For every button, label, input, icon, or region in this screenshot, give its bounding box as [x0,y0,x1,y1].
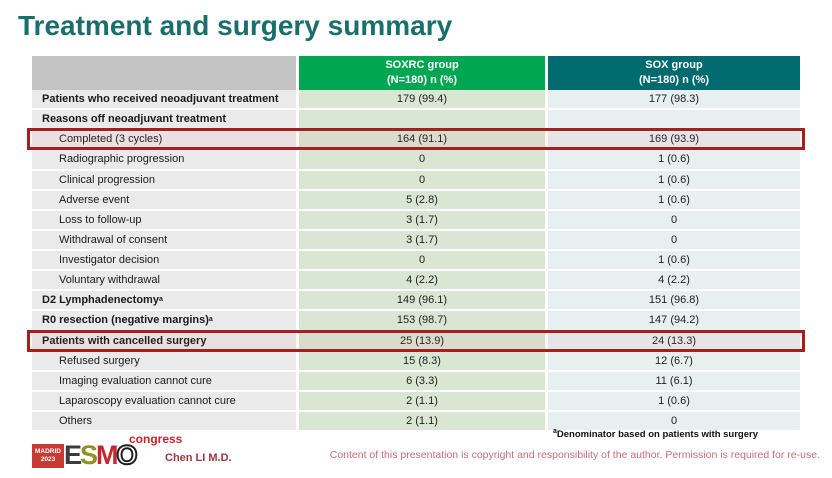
sox-value: 151 (96.8) [548,291,800,312]
esmo-letter: E [64,440,82,470]
esmo-letters: ESMO [64,440,139,470]
soxrc-value: 5 (2.8) [299,190,548,211]
table-row: Patients with cancelled surgery 25 (13.9)… [27,329,805,352]
sox-header-title: SOX group [645,59,703,72]
table-row: R0 resection (negative margins) a 153 (98.… [32,311,800,332]
sox-value: 1 (0.6) [548,190,800,211]
soxrc-value: 15 (8.3) [299,351,548,372]
soxrc-value: 2 (1.1) [299,391,548,412]
sox-header-subtitle: (N=180) n (%) [639,74,709,86]
soxrc-value: 0 [299,170,548,191]
badge-city: MADRID [35,447,61,455]
table-row: Radiographic progression 0 1 (0.6) [32,150,800,171]
row-label: D2 Lymphadenectomy a [32,291,299,312]
soxrc-value: 4 (2.2) [299,271,548,292]
table-footnote: aDenominator based on patients with surg… [552,427,758,440]
table-row: Imaging evaluation cannot cure 6 (3.3) 11 … [32,371,800,392]
sox-value: 169 (93.9) [548,130,800,151]
soxrc-value: 3 (1.7) [299,210,548,231]
soxrc-value: 25 (13.9) [299,331,548,352]
soxrc-value: 0 [299,251,548,272]
sox-value: 0 [548,230,800,251]
row-label: Investigator decision [32,251,299,272]
header-empty-cell [32,56,299,90]
soxrc-value: 179 (99.4) [299,90,548,111]
sox-value: 12 (6.7) [548,351,800,372]
sox-value: 147 (94.2) [548,311,800,332]
row-label: R0 resection (negative margins) a [32,311,299,332]
row-label: Radiographic progression [32,150,299,171]
row-label: Reasons off neoadjuvant treatment [32,110,299,131]
sox-value: 1 (0.6) [548,391,800,412]
copyright-notice: Content of this presentation is copyrigh… [329,449,820,461]
author-credit: Chen LI M.D. [165,452,232,464]
sox-value: 1 (0.6) [548,150,800,171]
table-header: SOXRC group (N=180) n (%) SOX group (N=1… [32,56,800,90]
badge-year: 2023 [40,456,56,463]
row-label: Withdrawal of consent [32,230,299,251]
esmo-letter: S [80,440,98,470]
row-label: Clinical progression [32,170,299,191]
soxrc-value: 0 [299,150,548,171]
header-soxrc-group: SOXRC group (N=180) n (%) [299,56,548,90]
congress-label: congress [129,432,183,446]
soxrc-value: 164 (91.1) [299,130,548,151]
sox-value: 177 (98.3) [548,90,800,111]
table-row: Others 2 (1.1) 0 [32,412,800,433]
row-label: Adverse event [32,190,299,211]
table-row: Withdrawal of consent 3 (1.7) 0 [32,230,800,251]
soxrc-value: 3 (1.7) [299,230,548,251]
table-row: Investigator decision 0 1 (0.6) [32,251,800,272]
soxrc-header-subtitle: (N=180) n (%) [387,74,457,86]
table-row: Voluntary withdrawal 4 (2.2) 4 (2.2) [32,271,800,292]
row-label: Others [32,412,299,433]
table-row: Loss to follow-up 3 (1.7) 0 [32,210,800,231]
esmo-letter: O [116,440,139,470]
row-label: Laparoscopy evaluation cannot cure [32,391,299,412]
table-row: Adverse event 5 (2.8) 1 (0.6) [32,190,800,211]
soxrc-value: 149 (96.1) [299,291,548,312]
table-row: Patients who received neoadjuvant treatm… [32,90,800,111]
soxrc-value [299,110,548,131]
row-label: Imaging evaluation cannot cure [32,371,299,392]
row-label: Voluntary withdrawal [32,271,299,292]
table-body: Patients who received neoadjuvant treatm… [27,90,805,433]
sox-value: 1 (0.6) [548,251,800,272]
page-title: Treatment and surgery summary [18,10,453,41]
soxrc-value: 6 (3.3) [299,371,548,392]
table-row: Refused surgery 15 (8.3) 12 (6.7) [32,351,800,372]
table-row: Completed (3 cycles) 164 (91.1) 169 (93.9) [27,128,805,151]
esmo-letter: M [96,440,118,470]
soxrc-value: 153 (98.7) [299,311,548,332]
madrid-2023-badge: MADRID 2023 [32,444,64,468]
table-row: D2 Lymphadenectomy a 149 (96.1) 151 (96.8) [32,291,800,312]
sox-value [548,110,800,131]
sox-value: 0 [548,412,800,433]
row-label: Completed (3 cycles) [32,130,299,151]
footnote-text: Denominator based on patients with surge… [556,429,758,440]
row-label: Patients who received neoadjuvant treatm… [32,90,299,111]
summary-table: SOXRC group (N=180) n (%) SOX group (N=1… [27,56,805,433]
header-sox-group: SOX group (N=180) n (%) [548,56,800,90]
sox-value: 1 (0.6) [548,170,800,191]
footnote-superscript: a [552,427,557,435]
soxrc-value: 2 (1.1) [299,412,548,433]
soxrc-header-title: SOXRC group [385,59,459,72]
row-label: Loss to follow-up [32,210,299,231]
table-row: Reasons off neoadjuvant treatment [32,110,800,131]
row-label: Refused surgery [32,351,299,372]
table-row: Laparoscopy evaluation cannot cure 2 (1.1… [32,391,800,412]
sox-value: 11 (6.1) [548,371,800,392]
sox-value: 0 [548,210,800,231]
sox-value: 4 (2.2) [548,271,800,292]
sox-value: 24 (13.3) [548,331,800,352]
row-label: Patients with cancelled surgery [32,331,299,352]
table-row: Clinical progression 0 1 (0.6) [32,170,800,191]
